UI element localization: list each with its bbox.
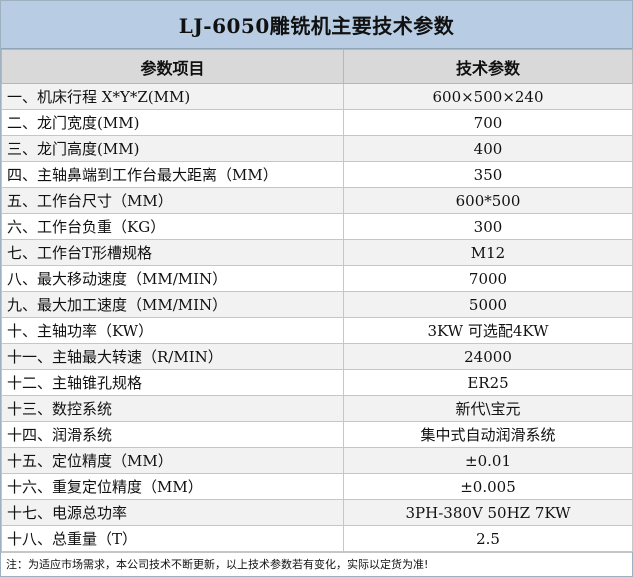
table-row: 七、工作台T形槽规格 M12 [1,239,633,266]
param-value: 新代\宝元 [343,395,633,422]
param-value: 24000 [343,343,633,370]
param-name: 八、最大移动速度（MM/MIN） [1,265,344,292]
param-name: 十、主轴功率（KW） [1,317,344,344]
param-value: 350 [343,161,633,188]
param-value: 2.5 [343,525,633,552]
param-name: 五、工作台尺寸（MM） [1,187,344,214]
param-name: 十一、主轴最大转速（R/MIN） [1,343,344,370]
param-value: ±0.01 [343,447,633,474]
param-name: 四、主轴鼻端到工作台最大距离（MM） [1,161,344,188]
table-row: 五、工作台尺寸（MM） 600*500 [1,187,633,214]
param-name: 九、最大加工速度（MM/MIN） [1,291,344,318]
table-row: 六、工作台负重（KG） 300 [1,213,633,240]
param-value: 700 [343,109,633,136]
param-value: 3PH-380V 50HZ 7KW [343,499,633,526]
param-name: 三、龙门高度(MM) [1,135,344,162]
table-row: 十、主轴功率（KW） 3KW 可选配4KW [1,317,633,344]
param-value: ER25 [343,369,633,396]
table-row: 三、龙门高度(MM) 400 [1,135,633,162]
param-name: 二、龙门宽度(MM) [1,109,344,136]
param-value: 集中式自动润滑系统 [343,421,633,448]
table-row: 十七、电源总功率 3PH-380V 50HZ 7KW [1,499,633,526]
table-row: 十二、主轴锥孔规格 ER25 [1,369,633,396]
param-name: 十三、数控系统 [1,395,344,422]
param-name: 一、机床行程 X*Y*Z(MM) [1,83,344,110]
param-value: 3KW 可选配4KW [343,317,633,344]
param-name: 六、工作台负重（KG） [1,213,344,240]
param-value: 5000 [343,291,633,318]
param-value: ±0.005 [343,473,633,500]
table-row: 十四、润滑系统 集中式自动润滑系统 [1,421,633,448]
table-row: 一、机床行程 X*Y*Z(MM) 600×500×240 [1,83,633,110]
table-row: 十五、定位精度（MM） ±0.01 [1,447,633,474]
sheet-title: LJ-6050雕铣机主要技术参数 [1,1,632,49]
footnote: 注：为适应市场需求，本公司技术不断更新，以上技术参数若有变化，实际以定货为准! [1,552,632,576]
header-row: 参数项目 技术参数 [1,49,633,84]
spec-table: 参数项目 技术参数 一、机床行程 X*Y*Z(MM) 600×500×240 二、龙… [1,49,633,552]
param-value: 400 [343,135,633,162]
table-row: 十六、重复定位精度（MM） ±0.005 [1,473,633,500]
param-name: 七、工作台T形槽规格 [1,239,344,266]
table-row: 十一、主轴最大转速（R/MIN） 24000 [1,343,633,370]
param-name: 十四、润滑系统 [1,421,344,448]
table-row: 九、最大加工速度（MM/MIN） 5000 [1,291,633,318]
param-name: 十八、总重量（T） [1,525,344,552]
header-param-item: 参数项目 [1,49,344,84]
param-value: 600*500 [343,187,633,214]
table-row: 十八、总重量（T） 2.5 [1,525,633,552]
table-row: 八、最大移动速度（MM/MIN） 7000 [1,265,633,292]
param-name: 十六、重复定位精度（MM） [1,473,344,500]
param-name: 十七、电源总功率 [1,499,344,526]
param-value: 300 [343,213,633,240]
table-row: 十三、数控系统 新代\宝元 [1,395,633,422]
param-name: 十二、主轴锥孔规格 [1,369,344,396]
header-tech-param: 技术参数 [343,49,633,84]
param-value: M12 [343,239,633,266]
table-row: 二、龙门宽度(MM) 700 [1,109,633,136]
param-value: 7000 [343,265,633,292]
param-name: 十五、定位精度（MM） [1,447,344,474]
table-row: 四、主轴鼻端到工作台最大距离（MM） 350 [1,161,633,188]
param-value: 600×500×240 [343,83,633,110]
